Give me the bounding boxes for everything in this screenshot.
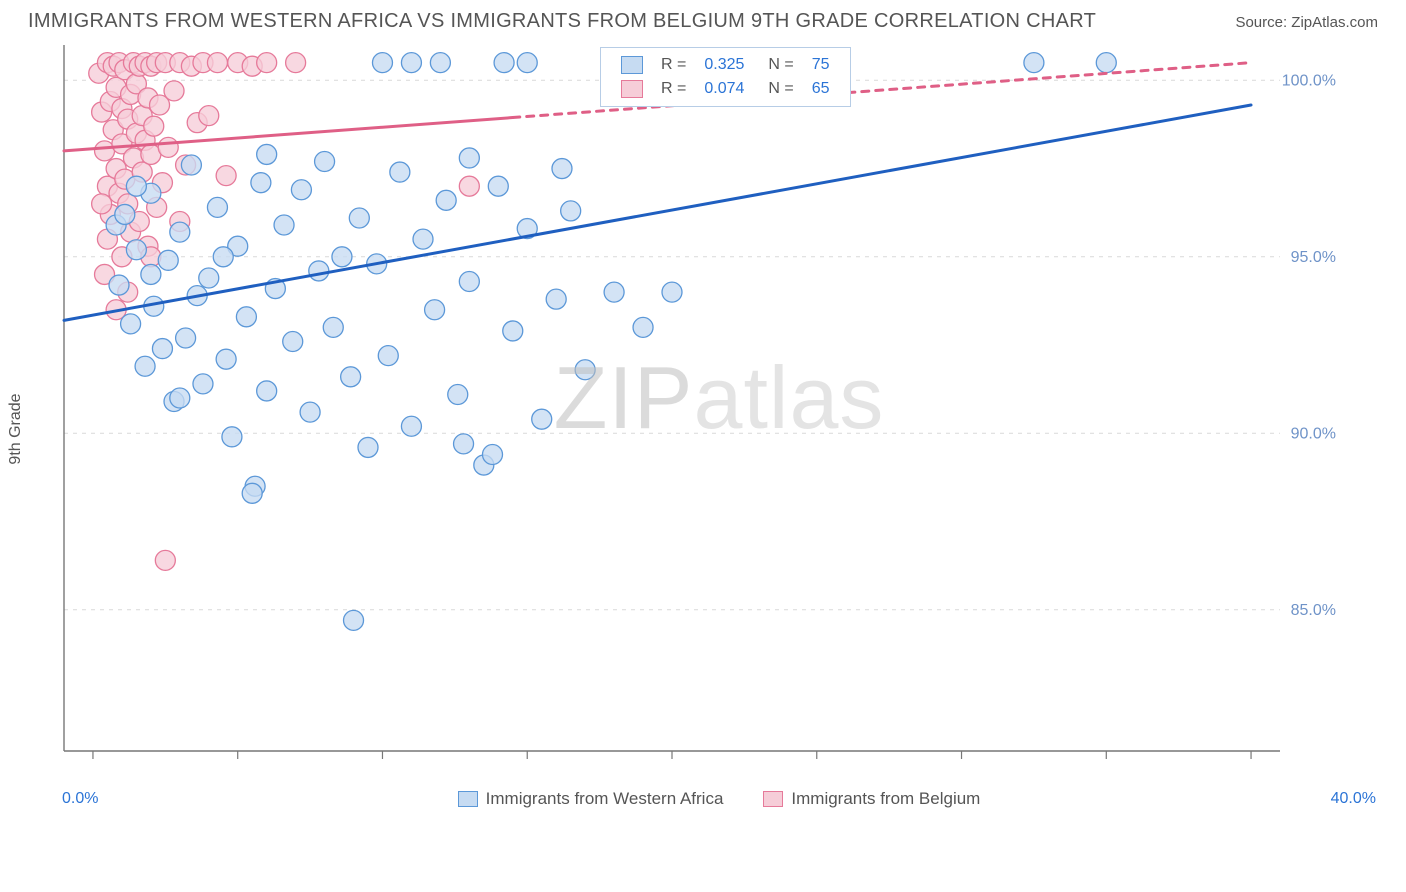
svg-text:90.0%: 90.0%	[1291, 425, 1336, 442]
svg-text:85.0%: 85.0%	[1291, 602, 1336, 619]
legend-swatch-2	[763, 791, 783, 807]
legend-label-1: Immigrants from Western Africa	[486, 789, 724, 809]
svg-text:95.0%: 95.0%	[1291, 249, 1336, 266]
chart-title: IMMIGRANTS FROM WESTERN AFRICA VS IMMIGR…	[28, 10, 1096, 33]
legend-label-2: Immigrants from Belgium	[791, 789, 980, 809]
scatter-plot: 85.0% 90.0% 95.0% 100.0%	[60, 39, 1360, 779]
legend-series-2: Immigrants from Belgium	[763, 789, 980, 809]
chart-area: 9th Grade 85.0%90.0%95.0%100.0% ZIPatlas…	[60, 39, 1378, 819]
x-min-label: 0.0%	[62, 790, 98, 808]
legend-series-1: Immigrants from Western Africa	[458, 789, 724, 809]
source-attribution: Source: ZipAtlas.com	[1235, 14, 1378, 31]
x-axis-footer: 0.0% Immigrants from Western Africa Immi…	[60, 779, 1378, 819]
y-axis-label: 9th Grade	[7, 393, 25, 464]
svg-text:100.0%: 100.0%	[1282, 72, 1336, 89]
legend-swatch-1	[458, 791, 478, 807]
correlation-legend: R =0.325N =75R =0.074N =65	[600, 47, 851, 107]
x-max-label: 40.0%	[1331, 790, 1376, 808]
